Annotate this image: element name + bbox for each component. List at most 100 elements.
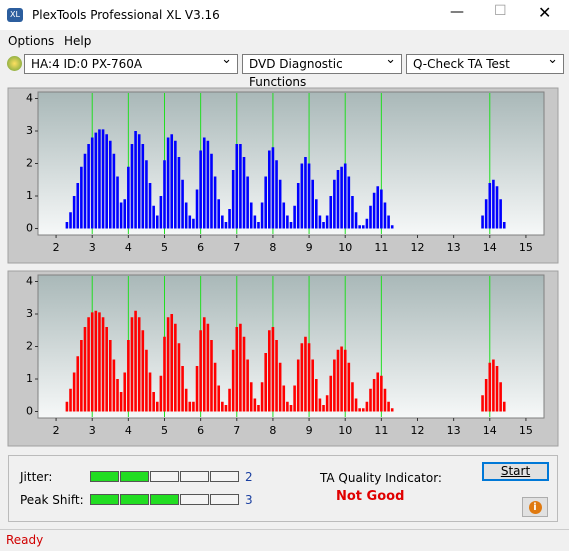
bar: [228, 388, 231, 412]
bar: [235, 327, 239, 412]
minimize-button[interactable]: —: [450, 4, 464, 20]
window-title: PlexTools Professional XL V3.16: [32, 8, 220, 22]
bar: [221, 401, 224, 412]
bar: [83, 327, 87, 412]
bar: [159, 375, 163, 412]
bar: [387, 215, 390, 229]
bar: [221, 215, 224, 229]
bar: [488, 362, 492, 412]
bar: [376, 186, 380, 229]
x-tick-label: 6: [197, 424, 204, 437]
meter-cell: [180, 494, 209, 505]
bar: [484, 199, 488, 229]
test-select[interactable]: Q-Check TA Test: [406, 51, 564, 74]
x-tick-label: 4: [125, 241, 132, 254]
bar: [369, 205, 372, 229]
bar: [108, 140, 112, 229]
bar: [286, 401, 289, 412]
bar: [188, 215, 192, 229]
bar: [289, 405, 293, 412]
bar: [380, 375, 383, 412]
drive-select[interactable]: HA:4 ID:0 PX-760A: [24, 51, 238, 74]
bar: [181, 179, 184, 229]
meter-cell: [180, 471, 209, 482]
bar: [246, 176, 249, 229]
x-tick-label: 12: [411, 424, 425, 437]
bar: [333, 359, 336, 412]
maximize-button[interactable]: ☐: [494, 3, 507, 19]
bar: [148, 183, 152, 229]
bar: [307, 163, 311, 229]
meter-cell: [90, 494, 119, 505]
bar: [351, 382, 354, 412]
bar: [184, 388, 188, 412]
bar: [210, 153, 213, 229]
x-tick-label: 2: [53, 424, 60, 437]
bar: [296, 359, 300, 412]
info-button[interactable]: i: [522, 497, 548, 517]
x-tick-label: 8: [269, 241, 276, 254]
bar: [336, 170, 340, 229]
bar: [304, 157, 307, 229]
menu-help[interactable]: Help: [64, 34, 92, 48]
bar: [72, 196, 76, 229]
bar: [130, 317, 134, 412]
y-tick-label: 1: [26, 372, 33, 385]
bar: [166, 137, 170, 229]
bar: [300, 163, 304, 229]
bar: [318, 398, 322, 412]
bar: [65, 401, 69, 412]
app-icon: XL: [7, 8, 23, 22]
close-button[interactable]: ✕: [538, 3, 552, 22]
bar: [123, 372, 127, 412]
x-tick-label: 13: [447, 424, 461, 437]
status-text: Ready: [6, 533, 44, 547]
bar: [354, 398, 358, 412]
bar: [80, 166, 83, 229]
x-tick-label: 5: [161, 424, 168, 437]
bar: [383, 202, 387, 229]
bar: [130, 144, 134, 229]
bar: [275, 160, 278, 229]
bar: [141, 144, 145, 229]
jitter-label: Jitter:: [20, 470, 53, 484]
x-tick-label: 15: [519, 424, 533, 437]
ta-quality-label: TA Quality Indicator:: [320, 471, 442, 485]
bar: [174, 323, 177, 412]
x-tick-label: 6: [197, 241, 204, 254]
bar: [174, 140, 177, 229]
bar: [152, 392, 155, 412]
function-select[interactable]: DVD Diagnostic Functions: [242, 51, 402, 89]
results-panel: [8, 455, 558, 522]
bar: [177, 157, 181, 229]
bar: [206, 140, 210, 229]
menu-options[interactable]: Options: [8, 34, 55, 48]
x-tick-label: 12: [411, 241, 425, 254]
bar: [343, 349, 347, 412]
y-tick-label: 1: [26, 189, 33, 202]
bar: [112, 359, 116, 412]
bar: [116, 379, 119, 412]
bar: [170, 134, 174, 229]
bar: [90, 312, 94, 412]
bar: [105, 327, 108, 412]
bar: [495, 186, 499, 229]
y-tick-label: 3: [26, 124, 33, 137]
bar: [155, 215, 159, 229]
bar: [322, 222, 325, 229]
bar: [311, 179, 314, 229]
start-button[interactable]: Start: [482, 462, 549, 481]
bar: [127, 166, 130, 229]
bar: [296, 183, 300, 229]
meter-cell: [90, 471, 119, 482]
bar: [101, 317, 105, 412]
bar: [488, 183, 492, 229]
bar: [192, 401, 195, 412]
bar: [224, 222, 228, 229]
bar: [87, 144, 90, 229]
bar: [163, 160, 166, 229]
ta-quality-result: Not Good: [336, 489, 405, 504]
bar: [271, 147, 275, 229]
bar: [351, 196, 354, 229]
